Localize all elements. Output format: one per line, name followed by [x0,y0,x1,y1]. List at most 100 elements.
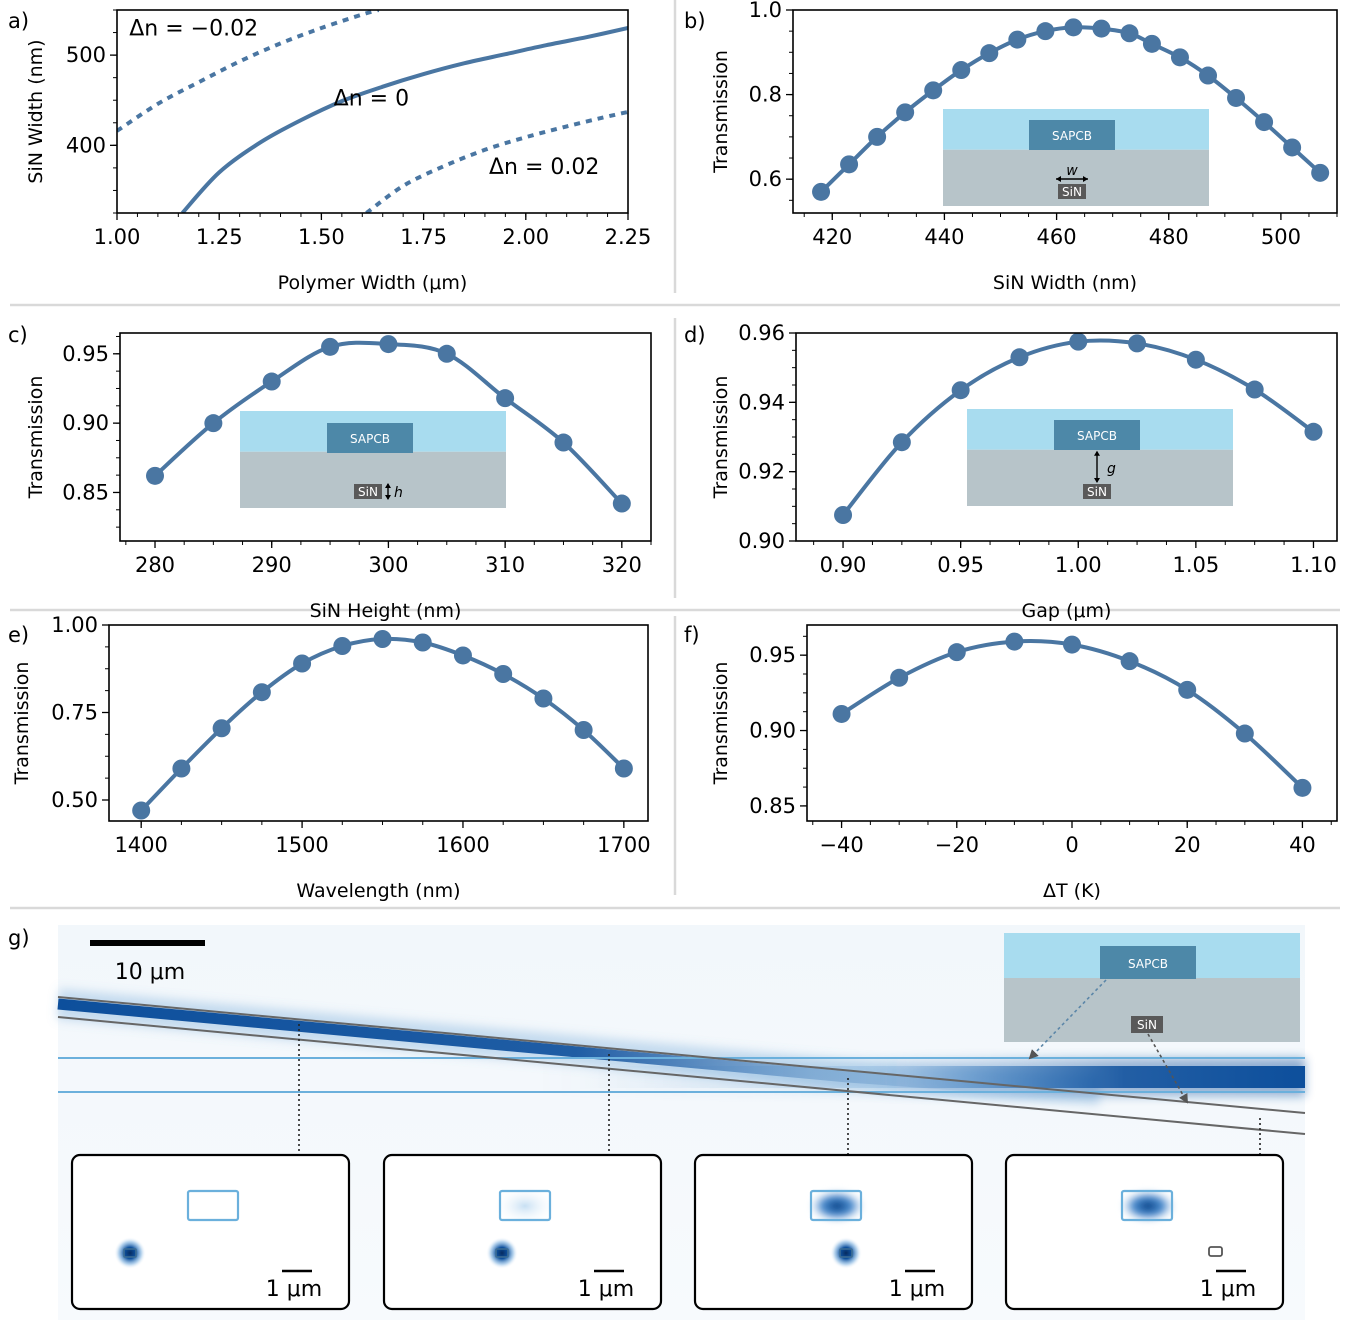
data-point [980,44,999,63]
data-point [832,704,851,723]
data-point [204,414,223,433]
data-point [413,633,432,652]
y-tick-label: 500 [66,43,106,67]
data-point [1069,332,1088,351]
x-tick-label: 1.00 [94,225,141,249]
data-point [453,646,472,665]
sapcb-label: SAPCB [1052,129,1092,143]
x-tick-label: 1600 [436,833,489,857]
data-point [252,683,271,702]
data-point [952,61,971,80]
x-tick-label: −40 [819,833,863,857]
x-tick-label: 460 [1037,225,1077,249]
y-axis-label: Transmission [710,376,732,500]
x-tick-label: 300 [368,553,408,577]
data-point [496,389,515,408]
y-tick-label: 0.90 [749,719,796,743]
polymer-outline [498,1189,552,1222]
x-tick-label: 1.10 [1290,553,1337,577]
sin-label: SiN [358,485,378,499]
y-tick-label: 0.90 [738,529,785,553]
x-tick-label: 1500 [275,833,328,857]
y-tick-label: 400 [66,133,106,157]
x-axis-label: Polymer Width (μm) [278,272,468,294]
x-tick-label: 0.95 [937,553,984,577]
axes-frame [119,332,652,542]
data-point [1178,680,1197,699]
data-point [1092,19,1111,38]
x-tick-label: 310 [485,553,525,577]
sin-label: SiN [1062,185,1082,199]
mode-profile-2: 1 μm [382,1153,663,1311]
annotation: Δn = 0.02 [489,155,599,180]
y-axis-label: Transmission [710,50,732,174]
sin-edge [57,1016,1306,1135]
x-tick-label: 1.75 [400,225,447,249]
y-tick-label: 0.94 [738,390,785,414]
data-point [840,155,859,174]
series-line [180,26,628,213]
data-point [892,433,911,452]
data-point [1063,635,1081,654]
data-point [333,637,352,655]
sin-edge [57,996,1306,1114]
x-tick-label: 440 [924,225,964,249]
x-axis-label: Gap (μm) [1022,600,1112,622]
y-tick-label: 0.6 [749,167,782,191]
data-point [1255,113,1274,132]
x-tick-label: 320 [602,553,642,577]
polymer-outline [809,1189,863,1222]
y-axis-label: Transmission [25,376,47,500]
data-point [1283,138,1302,157]
chart-2: b) SAPCB SiN w 420 440 460 480 500 0.6 0.8 1.0 SiN W… [684,0,1338,294]
data-point [212,719,231,738]
x-axis-label: SiN Height (nm) [310,600,462,622]
panel-label: f) [684,623,700,647]
x-axis-label: ΔT (K) [1043,880,1101,902]
x-tick-label: 280 [135,553,175,577]
x-tick-label: 0.90 [820,553,867,577]
data-point [834,506,853,524]
x-tick-label: 40 [1289,833,1316,857]
data-point [1010,348,1029,367]
data-point [321,337,340,356]
x-tick-label: 2.25 [605,225,652,249]
data-point [896,103,915,122]
y-tick-label: 1.0 [749,0,782,22]
mode-profile-4: 1 μm [1004,1153,1285,1311]
data-point [1142,34,1161,53]
data-point [612,494,631,513]
x-tick-label: 1.00 [1055,553,1102,577]
cross-section-inset: SAPCB SiN h [240,411,506,508]
chart-6: f) −40 −20 0 20 40 0.85 0.90 0.95 ΔT (K) Transmiss… [684,623,1338,902]
series-line [365,110,628,213]
cross-section-inset: SAPCB SiN w [943,109,1209,206]
data-point [1227,88,1246,107]
scale-bar-label: 10 μm [115,960,185,985]
x-tick-label: 500 [1261,225,1301,249]
x-tick-label: 480 [1149,225,1189,249]
x-tick-label: 1.05 [1172,553,1219,577]
mode-scale-label: 1 μm [266,1277,322,1302]
x-axis-label: Wavelength (nm) [296,880,460,902]
mode-scale-label: 1 μm [1200,1277,1256,1302]
y-tick-label: 0.50 [51,788,98,812]
y-tick-label: 0.92 [738,460,785,484]
x-tick-label: 1.25 [196,225,243,249]
x-tick-label: 420 [812,225,852,249]
axes-frame [792,9,1338,214]
data-point [437,344,456,363]
data-point [1311,163,1330,182]
chart-1: a) Δn = −0.02 Δn = 0 Δn = 0.02 1.00 1.25 1.50 1… [8,9,651,294]
sin-outline [495,1248,509,1258]
data-point [1120,652,1139,671]
x-tick-label: 290 [252,553,292,577]
sapcb-label: SAPCB [1128,957,1168,971]
axes-frame [806,624,1338,822]
x-tick-label: 1700 [597,833,650,857]
data-point [951,381,970,400]
data-point [1245,380,1264,399]
panel-label: e) [8,623,29,647]
